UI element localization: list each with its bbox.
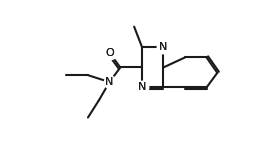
Text: N: N — [159, 42, 168, 52]
Text: N: N — [159, 42, 168, 52]
Text: N: N — [138, 83, 146, 93]
Text: N: N — [138, 83, 146, 93]
Text: O: O — [105, 48, 114, 58]
Text: O: O — [105, 48, 114, 58]
Text: N: N — [105, 77, 114, 87]
Text: N: N — [105, 77, 114, 87]
